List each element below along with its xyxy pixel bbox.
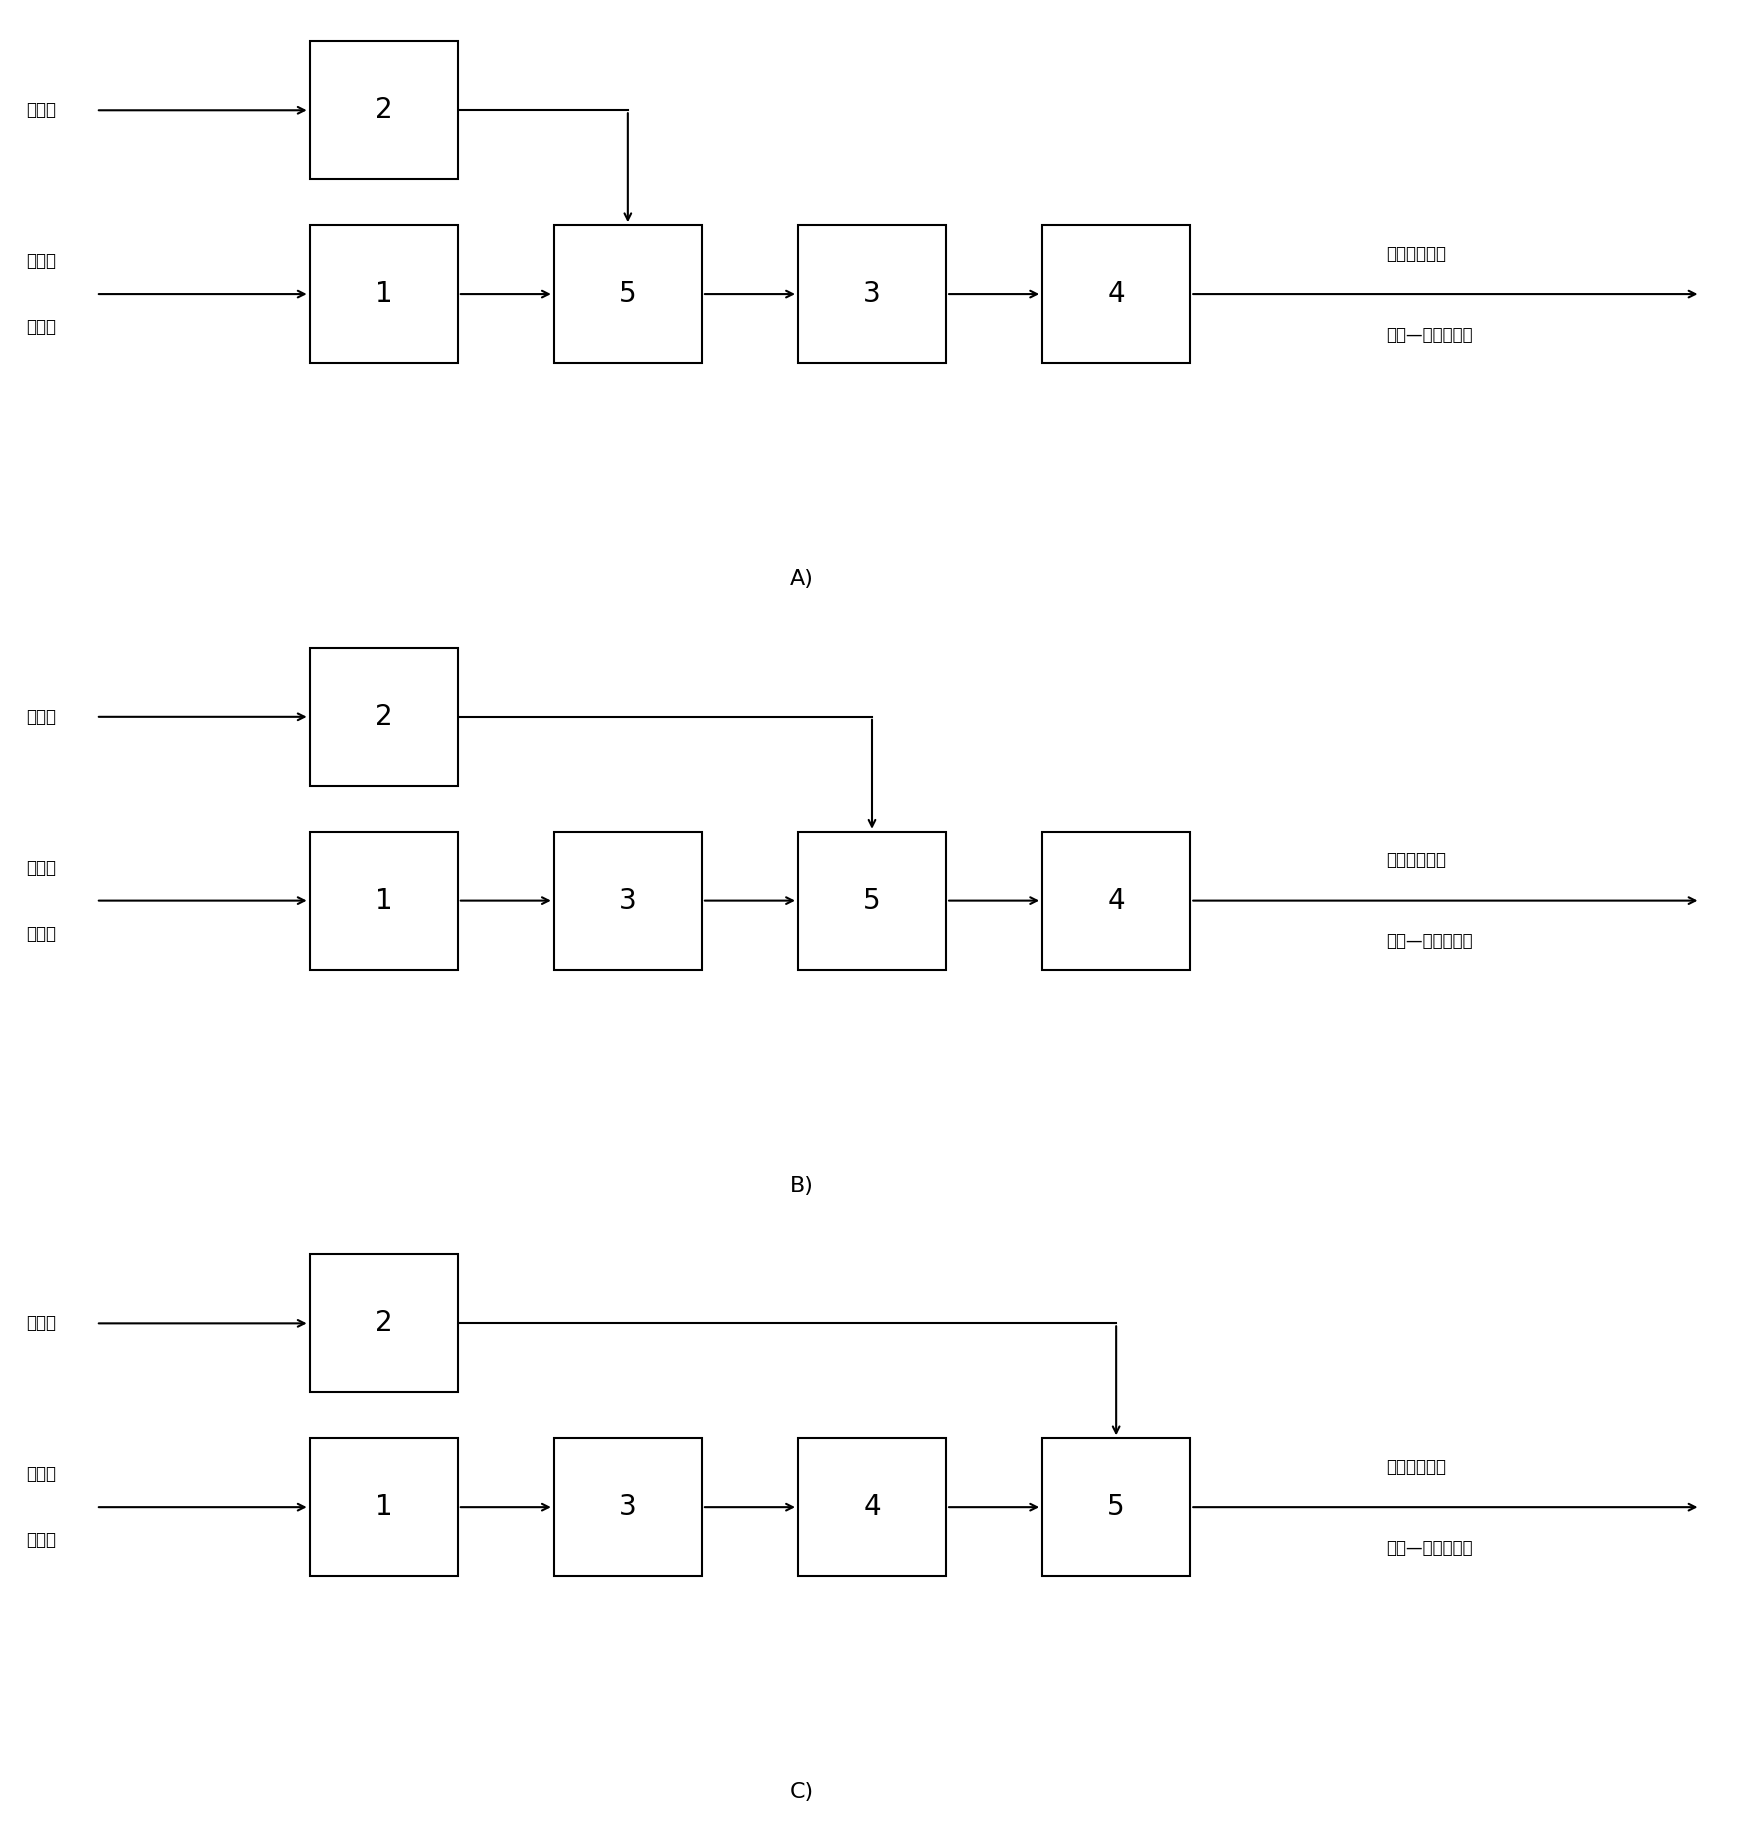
- Text: 5: 5: [863, 886, 881, 915]
- Bar: [310, 831, 457, 970]
- Bar: [310, 1254, 457, 1393]
- Text: 2: 2: [375, 1309, 392, 1338]
- Text: 3: 3: [619, 1492, 637, 1522]
- Bar: [310, 647, 457, 785]
- Text: 3: 3: [863, 279, 881, 309]
- Text: 3: 3: [619, 886, 637, 915]
- Text: 悬浮液: 悬浮液: [26, 1531, 56, 1549]
- Text: 絮凝剂: 絮凝剂: [26, 1314, 56, 1333]
- Text: 1: 1: [375, 1492, 392, 1522]
- Text: 絮凝体悬浮液: 絮凝体悬浮液: [1386, 1458, 1446, 1476]
- Text: 2: 2: [375, 702, 392, 732]
- Text: 1: 1: [375, 886, 392, 915]
- Bar: [1043, 1437, 1189, 1577]
- Text: A): A): [790, 570, 814, 588]
- Text: 去固—液分离过程: 去固—液分离过程: [1386, 1538, 1474, 1557]
- Bar: [553, 1437, 701, 1577]
- Text: 待处理: 待处理: [26, 858, 56, 877]
- Text: 4: 4: [1107, 279, 1125, 309]
- Text: 絮凝剂: 絮凝剂: [26, 101, 56, 119]
- Text: B): B): [790, 1176, 814, 1195]
- Text: 4: 4: [1107, 886, 1125, 915]
- Bar: [310, 1437, 457, 1577]
- Text: 悬浮液: 悬浮液: [26, 925, 56, 943]
- Bar: [1043, 226, 1189, 364]
- Text: 1: 1: [375, 279, 392, 309]
- Bar: [799, 1437, 945, 1577]
- Text: 絮凝体悬浮液: 絮凝体悬浮液: [1386, 244, 1446, 263]
- Text: 4: 4: [863, 1492, 881, 1522]
- Bar: [799, 226, 945, 364]
- Bar: [310, 42, 457, 180]
- Bar: [310, 226, 457, 364]
- Text: 去固—液分离过程: 去固—液分离过程: [1386, 325, 1474, 344]
- Text: 絮凝剂: 絮凝剂: [26, 708, 56, 726]
- Text: 待处理: 待处理: [26, 1465, 56, 1483]
- Text: 2: 2: [375, 96, 392, 125]
- Bar: [553, 226, 701, 364]
- Text: 絮凝体悬浮液: 絮凝体悬浮液: [1386, 851, 1446, 869]
- Text: 5: 5: [1107, 1492, 1125, 1522]
- Bar: [1043, 831, 1189, 970]
- Text: 去固—液分离过程: 去固—液分离过程: [1386, 932, 1474, 950]
- Text: 待处理: 待处理: [26, 252, 56, 270]
- Bar: [799, 831, 945, 970]
- Text: C): C): [790, 1783, 814, 1801]
- Text: 悬浮液: 悬浮液: [26, 318, 56, 336]
- Text: 5: 5: [619, 279, 637, 309]
- Bar: [553, 831, 701, 970]
